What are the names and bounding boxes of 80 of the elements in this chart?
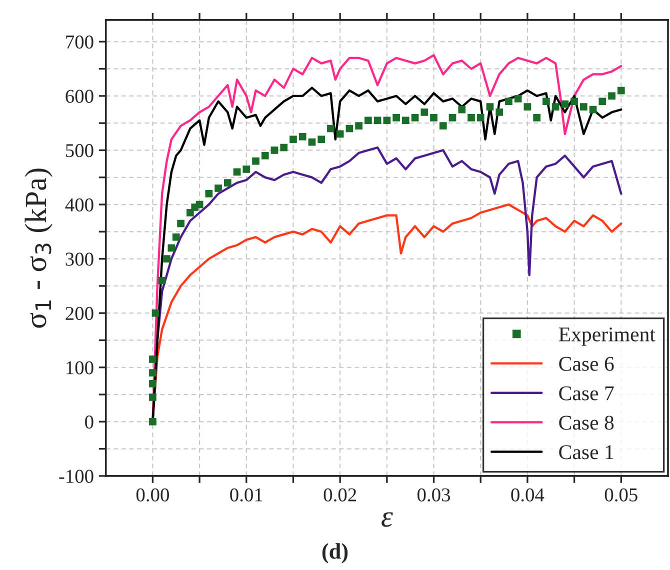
point <box>233 168 241 176</box>
legend-label: Case 1 <box>559 445 614 460</box>
point <box>496 108 504 116</box>
y-tick-label: 300 <box>66 252 94 266</box>
y-tick-label: 500 <box>66 144 94 158</box>
x-tick-label: 0.02 <box>324 488 356 502</box>
point <box>298 132 306 140</box>
legend-label: Experiment <box>558 327 656 346</box>
point <box>177 220 184 228</box>
point <box>383 116 391 124</box>
point <box>458 106 466 114</box>
point <box>270 146 278 154</box>
y-tick-label: -100 <box>59 470 94 483</box>
point <box>364 116 372 124</box>
point <box>214 184 222 192</box>
point <box>476 114 484 122</box>
point <box>346 124 354 132</box>
point <box>152 309 160 317</box>
point <box>280 144 288 152</box>
point <box>420 108 428 116</box>
y-tick-label: 600 <box>66 90 94 103</box>
point <box>318 136 326 144</box>
point <box>598 98 606 106</box>
point <box>533 114 540 122</box>
point <box>163 255 170 262</box>
point <box>552 103 560 110</box>
point <box>149 394 156 401</box>
point <box>308 138 316 146</box>
point <box>468 114 475 122</box>
point <box>327 124 334 132</box>
x-tick-label: 0.00 <box>136 488 169 502</box>
point <box>617 86 625 94</box>
point <box>149 418 156 426</box>
point <box>514 94 522 102</box>
text: (d) <box>322 543 348 564</box>
point <box>158 276 166 284</box>
point <box>290 136 297 144</box>
point <box>374 116 382 124</box>
x-tick-label: 0.01 <box>230 488 262 502</box>
point <box>570 98 578 106</box>
point <box>505 98 512 106</box>
point <box>261 152 269 160</box>
x-tick-label: 0.04 <box>511 488 544 502</box>
point <box>448 114 456 122</box>
point <box>149 356 156 363</box>
point <box>402 116 410 124</box>
point <box>392 114 400 122</box>
point <box>580 103 588 110</box>
x-axis-title: ε <box>382 512 393 527</box>
point <box>242 166 250 173</box>
point <box>439 122 447 130</box>
point <box>224 179 232 186</box>
point <box>168 244 176 252</box>
point <box>172 233 180 241</box>
point <box>205 190 213 198</box>
point <box>149 369 156 376</box>
point <box>486 103 494 110</box>
y-tick-label: 400 <box>65 198 94 212</box>
legend-label: Case 6 <box>559 356 614 371</box>
point <box>542 98 550 106</box>
x-tick-label: 0.05 <box>604 488 638 502</box>
point <box>589 106 597 114</box>
legend-label: Case 7 <box>559 386 614 400</box>
point <box>252 157 260 165</box>
y-axis-title: σ$_{1}$ - σ$_{3}$ (kPa) <box>24 168 52 328</box>
point <box>411 114 419 122</box>
point <box>355 122 362 130</box>
legend-label: Case 8 <box>559 416 614 430</box>
y-tick-label: 700 <box>66 35 94 49</box>
point <box>196 200 204 208</box>
x-tick-label: 0.03 <box>417 488 450 502</box>
y-tick-label: 0 <box>85 415 94 429</box>
point <box>149 380 156 388</box>
y-tick-label: 100 <box>66 361 94 374</box>
y-tick-label: 200 <box>66 306 94 320</box>
point <box>336 130 344 138</box>
point <box>561 100 569 108</box>
point <box>524 103 532 110</box>
point <box>430 114 438 122</box>
point <box>608 92 616 100</box>
